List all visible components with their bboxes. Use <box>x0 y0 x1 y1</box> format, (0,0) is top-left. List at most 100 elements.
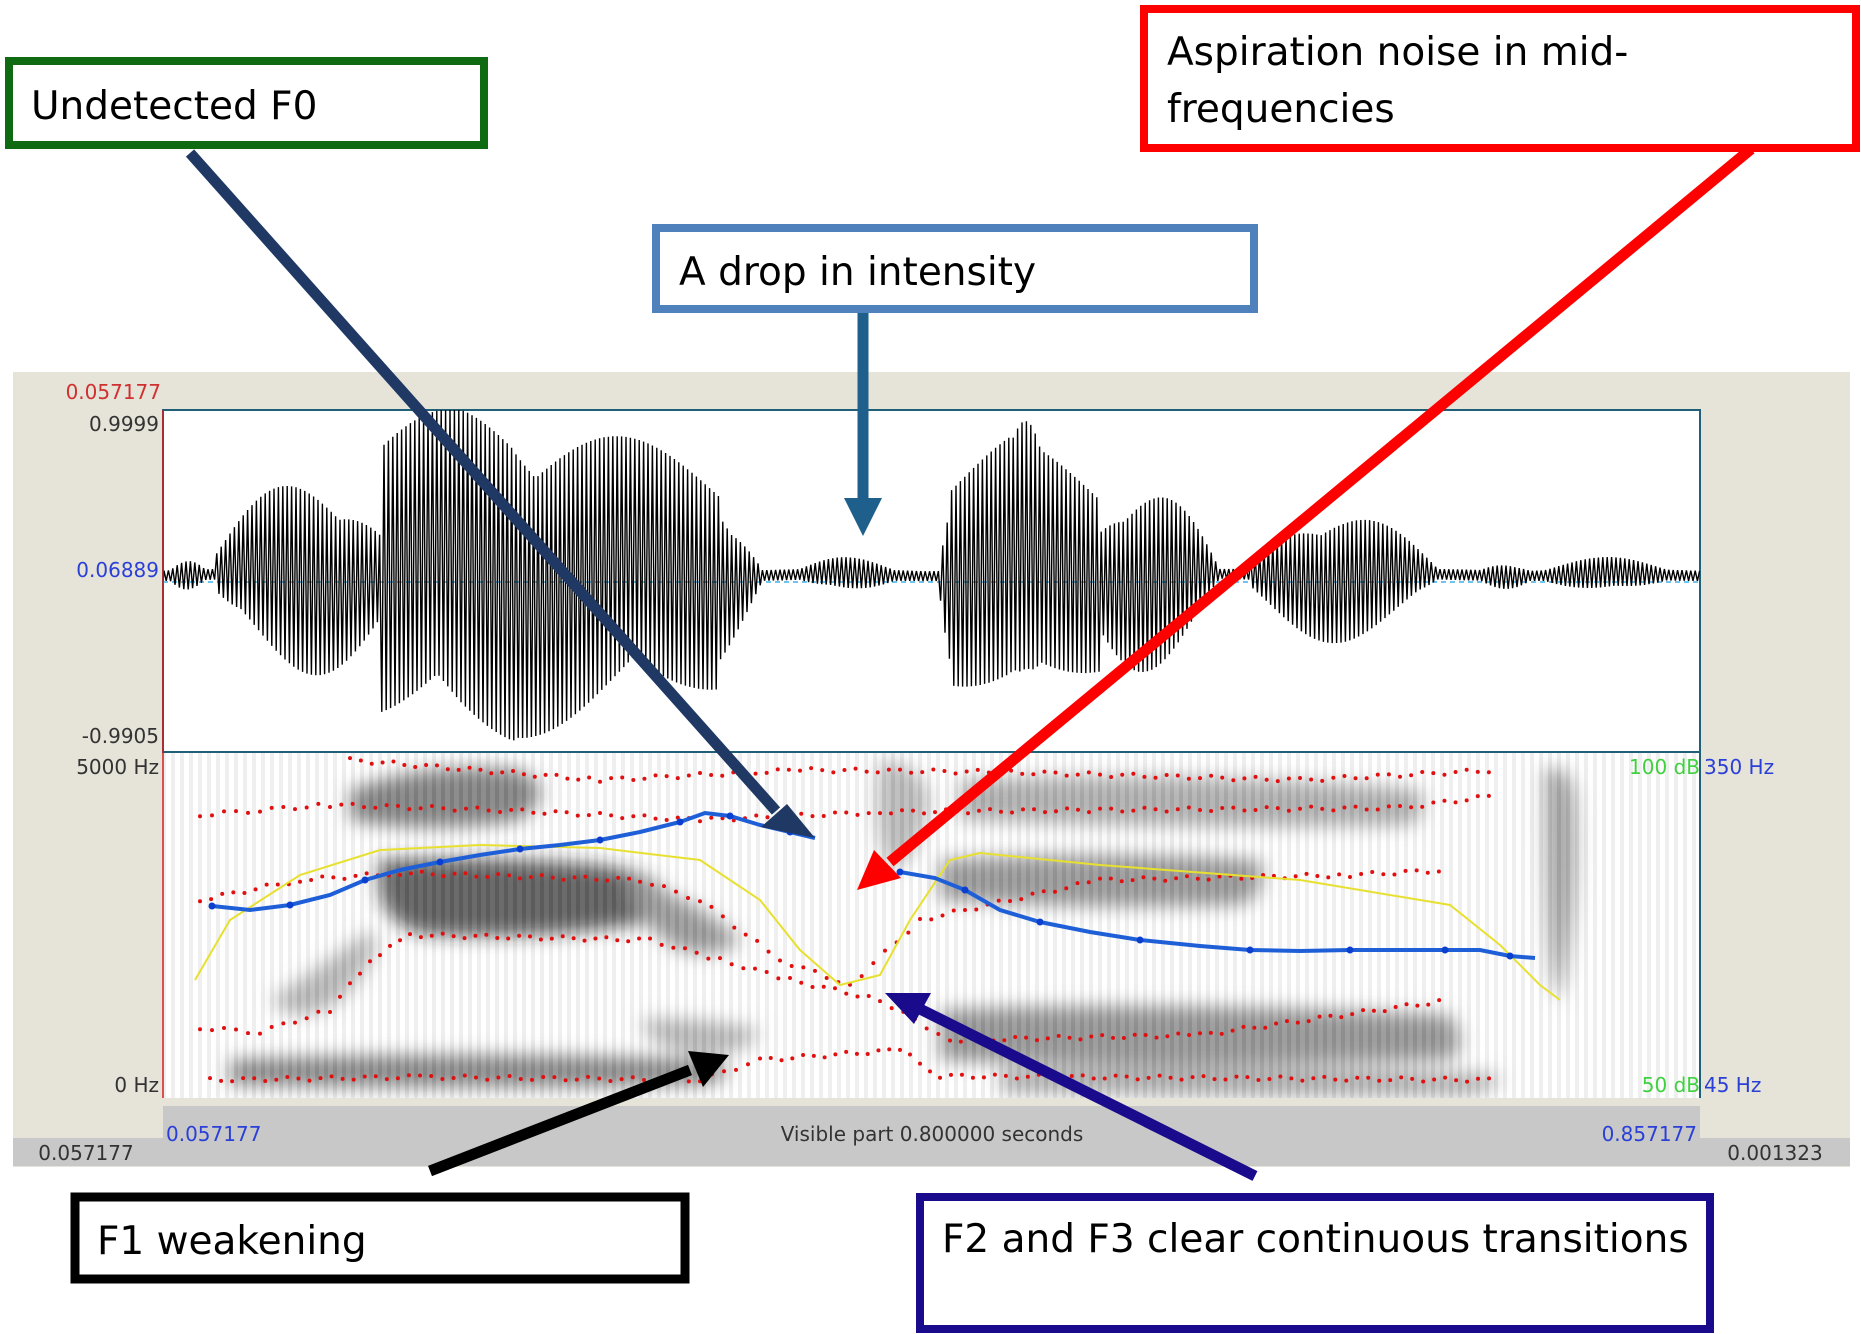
formant-point <box>642 776 647 781</box>
formant-point <box>1031 772 1036 777</box>
formant-point <box>574 1077 579 1082</box>
formant-point <box>531 810 536 815</box>
formant-point <box>234 809 238 814</box>
formant-point <box>1231 778 1236 783</box>
pitch-point <box>726 812 734 820</box>
formant-point <box>1120 772 1125 777</box>
pitch-point <box>596 836 604 844</box>
formant-point <box>1393 1005 1398 1010</box>
formant-point <box>1309 777 1314 782</box>
formant-point <box>1175 773 1180 778</box>
formant-point <box>1322 1074 1327 1079</box>
formant-point <box>564 810 569 815</box>
formant-point <box>373 805 378 810</box>
formant-point <box>582 938 587 943</box>
formant-point <box>1132 1032 1137 1037</box>
formant-point <box>1080 1073 1085 1078</box>
waveform-max-label: 0.9999 <box>89 412 159 436</box>
pitch-point <box>1441 946 1449 954</box>
formant-point <box>463 871 468 876</box>
formant-point <box>876 1048 881 1053</box>
formant-point <box>811 1053 816 1058</box>
formant-point <box>662 884 666 889</box>
formant-point <box>222 809 226 814</box>
formant-point <box>571 936 576 941</box>
formant-point <box>1342 773 1347 778</box>
formant-point <box>609 813 614 818</box>
formant-point <box>938 1075 942 1080</box>
formant-point <box>210 813 214 818</box>
formant-point <box>1432 1077 1437 1082</box>
intensity-bottom-label: 50 dB <box>1642 1073 1700 1097</box>
formant-point <box>766 949 771 954</box>
formant-point <box>554 772 559 777</box>
formant-point <box>598 779 602 784</box>
formant-point <box>586 1074 590 1079</box>
formant-point <box>929 917 934 922</box>
formant-point <box>964 769 969 774</box>
formant-point <box>1086 880 1091 885</box>
total-duration-bar[interactable]: 0.057177 0.001323 <box>13 1138 1850 1166</box>
formant-point <box>1064 773 1069 778</box>
formant-point <box>789 964 794 969</box>
formant-point <box>246 1031 250 1036</box>
formant-point <box>798 768 802 773</box>
formant-point <box>1223 1077 1228 1082</box>
formant-point <box>1198 1031 1202 1036</box>
formant-point <box>274 1077 279 1082</box>
formant-point <box>1098 876 1102 881</box>
formant-point <box>339 802 344 807</box>
formant-point <box>686 773 691 778</box>
formant-point <box>609 776 614 781</box>
waveform-panel[interactable] <box>162 409 1701 753</box>
formant-point <box>1286 776 1291 781</box>
formant-point <box>859 974 864 979</box>
formant-point <box>269 805 274 810</box>
visible-part-bar[interactable]: 0.057177 Visible part 0.800000 seconds 0… <box>163 1106 1700 1166</box>
formant-point <box>316 1009 321 1014</box>
formant-point <box>1165 1034 1170 1039</box>
formant-point <box>1075 881 1080 886</box>
formant-point <box>328 804 332 809</box>
formant-point <box>219 1078 224 1083</box>
formant-point <box>776 976 781 981</box>
formant-point <box>281 1021 286 1026</box>
formant-point <box>844 1049 849 1054</box>
formant-point <box>1437 998 1442 1003</box>
formant-point <box>1087 810 1091 815</box>
formant-point <box>844 810 849 815</box>
formant-point <box>1019 897 1024 902</box>
callout-f2-f3: F2 and F3 clear continuous transitions <box>916 1193 1714 1333</box>
formant-point <box>1398 774 1402 779</box>
formant-point <box>418 1073 422 1078</box>
formant-point <box>642 1077 646 1082</box>
pitch-point <box>1136 936 1144 944</box>
formant-point <box>1420 804 1425 809</box>
formant-point <box>855 994 860 999</box>
formant-point <box>364 871 369 876</box>
formant-point <box>1091 1076 1096 1081</box>
formant-point <box>485 1077 490 1082</box>
formant-point <box>542 811 547 816</box>
formant-point <box>309 877 314 882</box>
formant-point <box>1108 876 1113 881</box>
formant-point <box>1157 1073 1162 1078</box>
formant-point <box>1069 1074 1074 1079</box>
formant-point <box>234 1027 238 1032</box>
formant-point <box>1370 869 1375 874</box>
formant-point <box>1487 1076 1492 1081</box>
formant-point <box>549 936 554 941</box>
formant-point <box>753 771 758 776</box>
formant-point <box>264 882 269 887</box>
formant-point <box>478 767 483 772</box>
formant-point <box>683 946 687 951</box>
formant-point <box>1195 876 1200 881</box>
formant-point <box>746 1062 750 1067</box>
formant-point <box>402 762 407 767</box>
spectrogram-panel[interactable] <box>162 751 1701 1098</box>
formant-point <box>1220 806 1225 811</box>
formant-point <box>1163 878 1168 883</box>
formant-point <box>765 815 770 820</box>
formant-point <box>608 1079 613 1084</box>
time-start-label: 0.057177 <box>166 1122 261 1146</box>
